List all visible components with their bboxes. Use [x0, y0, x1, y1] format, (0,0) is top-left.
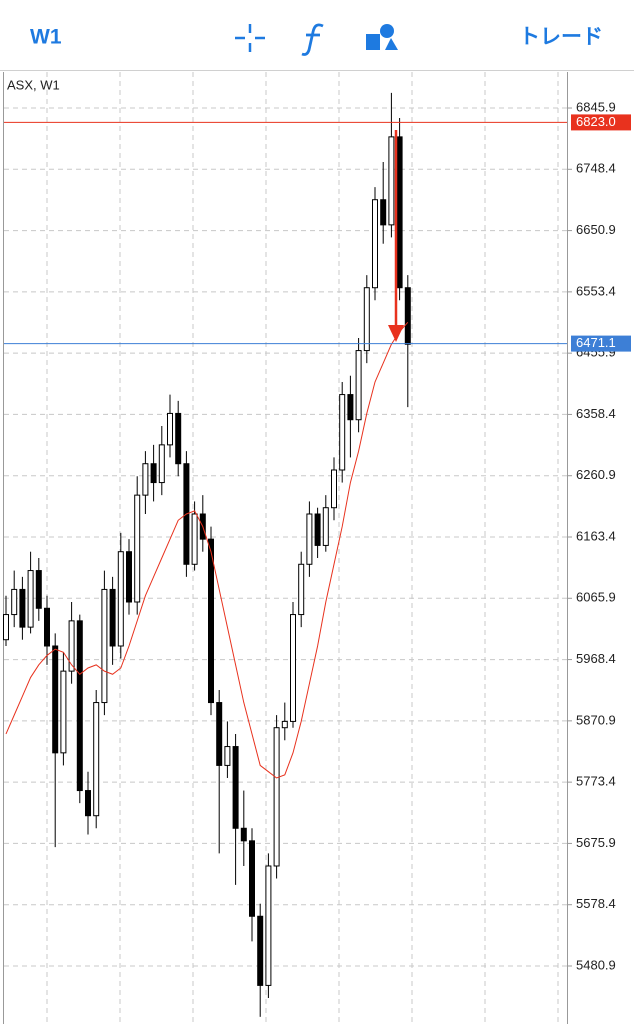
moving-average — [5, 321, 409, 779]
y-tick-label: 5773.4 — [576, 774, 616, 789]
candle-body — [19, 588, 26, 628]
indicator-icon[interactable] — [301, 23, 324, 56]
candle-body — [175, 412, 182, 465]
candle-body — [363, 287, 370, 352]
y-tick-label: 6845.9 — [576, 99, 616, 114]
candle-body — [134, 494, 141, 603]
candle-body — [265, 865, 272, 986]
candle-body — [85, 790, 91, 817]
candle-body — [273, 727, 280, 867]
candle-body — [126, 551, 132, 603]
candle-body — [109, 588, 116, 647]
candle-body — [339, 394, 346, 471]
y-tick-label: 6260.9 — [576, 467, 616, 482]
candle-body — [347, 394, 354, 421]
candle-body — [257, 915, 264, 986]
candle-body — [355, 350, 362, 421]
y-tick-label: 5870.9 — [576, 712, 616, 727]
y-tick-label: 6553.4 — [576, 283, 616, 298]
candle-body — [322, 507, 329, 546]
candle-body — [191, 513, 198, 565]
y-tick-label: 6163.4 — [576, 528, 616, 543]
candle-body — [380, 199, 387, 226]
candle-body — [93, 702, 100, 817]
y-tick-label: 6065.9 — [576, 590, 616, 605]
y-tick-label: 6358.4 — [576, 406, 616, 421]
y-tick-label: 5675.9 — [576, 835, 616, 850]
y-tick-label: 6650.9 — [576, 222, 616, 237]
candle-body — [240, 827, 247, 842]
candle-body — [290, 614, 296, 722]
price-level-box — [571, 335, 631, 352]
candle-body — [314, 513, 321, 546]
candle-body — [60, 670, 67, 754]
candle-body — [232, 746, 239, 829]
candle-body — [117, 551, 124, 647]
candle-body — [372, 199, 378, 289]
y-tick-label: 5480.9 — [576, 957, 616, 972]
candle-body — [3, 614, 9, 641]
candle-body — [208, 538, 214, 704]
objects-icon[interactable] — [366, 24, 398, 50]
candle-body — [68, 620, 75, 672]
candle-body — [52, 645, 59, 754]
chart-layer: 6845.96748.46650.96553.46455.96358.46260… — [3, 92, 631, 1017]
candle-body — [158, 444, 165, 484]
candle-body — [224, 746, 231, 766]
candle-body — [27, 570, 34, 628]
y-tick-label: 5578.4 — [576, 896, 616, 911]
candle-body — [281, 720, 288, 729]
candle-body — [150, 463, 157, 484]
price-level-box — [571, 114, 631, 131]
candle-body — [298, 563, 305, 616]
candle-body — [404, 287, 411, 345]
trade-button[interactable]: トレード — [519, 26, 603, 49]
candle-body — [44, 607, 50, 647]
price-level-label: 6823.0 — [576, 114, 616, 129]
vertical-grid — [46, 72, 559, 1024]
candle-body — [249, 840, 255, 917]
candle-body — [76, 620, 83, 792]
candle-body — [11, 588, 18, 616]
timeframe-button[interactable]: W1 — [30, 26, 62, 49]
y-tick-label: 6748.4 — [576, 161, 616, 176]
price-level-label: 6471.1 — [576, 335, 616, 350]
candle-body — [167, 412, 173, 446]
y-tick-label: 5968.4 — [576, 651, 616, 666]
trade-arrow-head — [388, 325, 404, 342]
candle-body — [142, 463, 149, 496]
candle-body — [101, 588, 108, 704]
candle-body — [306, 513, 313, 565]
candle-body — [388, 136, 395, 226]
candle-body — [216, 702, 223, 766]
chart-title: ASX, W1 — [7, 77, 60, 92]
candle-body — [396, 136, 403, 289]
candle-body — [35, 570, 42, 609]
crosshair-icon[interactable] — [235, 24, 265, 52]
candle-body — [331, 469, 337, 509]
